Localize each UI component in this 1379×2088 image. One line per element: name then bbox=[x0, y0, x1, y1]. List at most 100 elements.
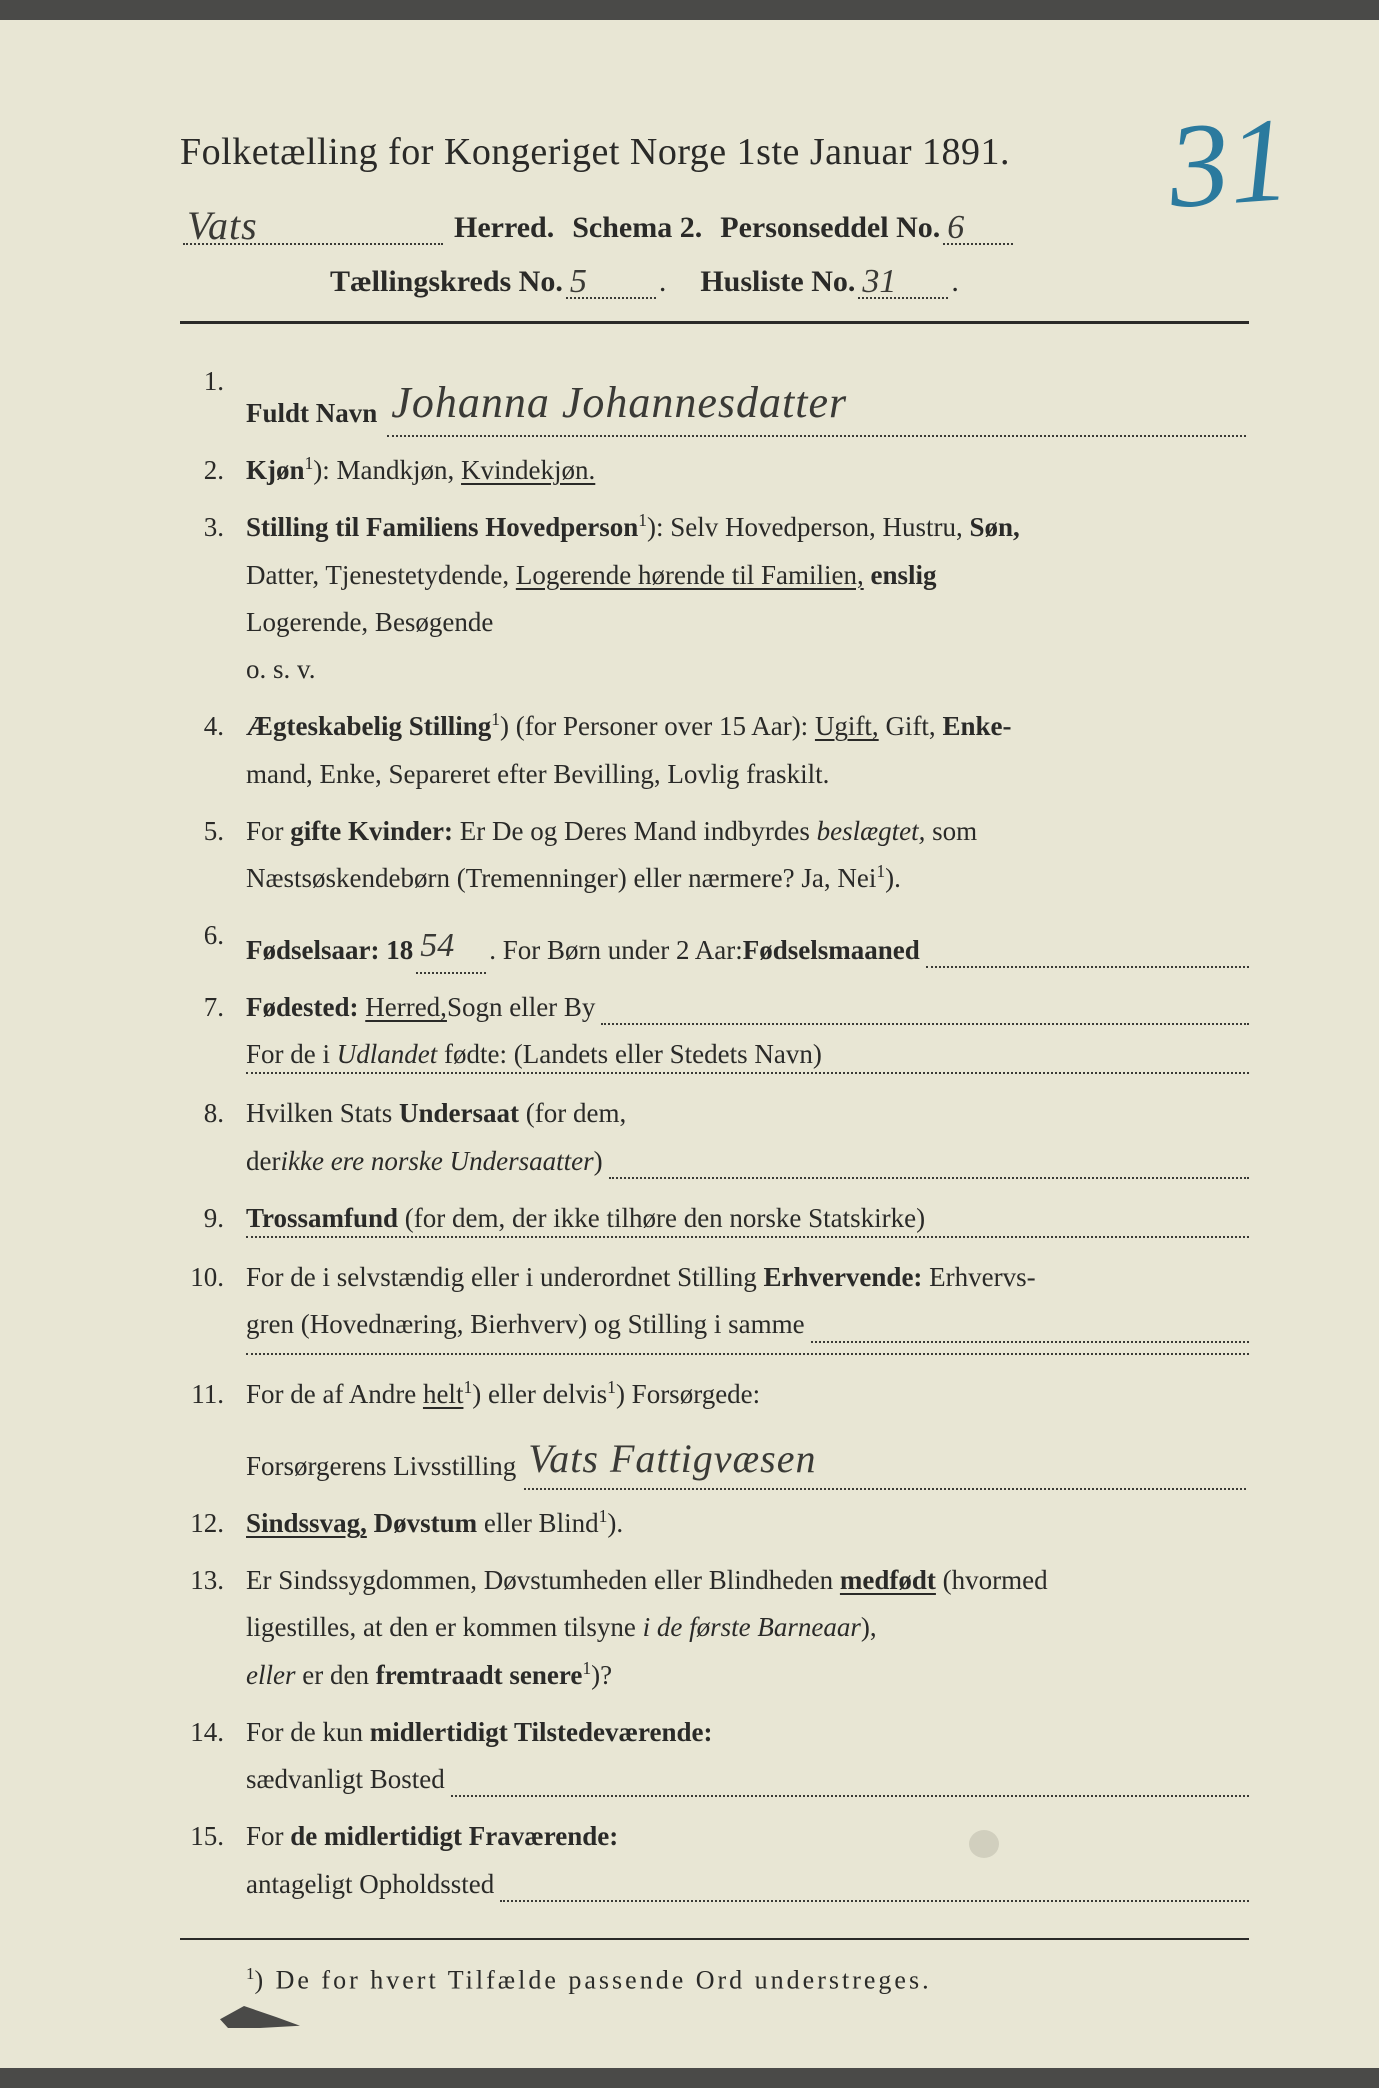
herred-value: Vats bbox=[187, 203, 258, 248]
item-15: 15. For de midlertidigt Fraværende: anta… bbox=[180, 1813, 1249, 1908]
item-13-l3b: er den bbox=[295, 1660, 375, 1690]
divider-top bbox=[180, 321, 1249, 324]
form-title: Folketælling for Kongeriget Norge 1ste J… bbox=[180, 130, 1249, 174]
item-8: 8. Hvilken Stats Undersaat (for dem, der… bbox=[180, 1090, 1249, 1185]
item-4-num: 4. bbox=[180, 703, 246, 798]
item-3-line3: Logerende, Besøgende bbox=[246, 607, 493, 637]
item-2-num: 2. bbox=[180, 447, 246, 494]
item-7: 7. Fødested: Herred, Sogn eller By For d… bbox=[180, 984, 1249, 1081]
item-14-num: 14. bbox=[180, 1709, 246, 1804]
item-11-value: Vats Fattigvæsen bbox=[528, 1436, 816, 1481]
item-5-lead: For bbox=[246, 816, 290, 846]
page-annotation-number: 31 bbox=[1166, 111, 1292, 215]
item-7-num: 7. bbox=[180, 984, 246, 1081]
item-13-l2b: ), bbox=[861, 1612, 877, 1642]
item-2-sup: 1 bbox=[305, 453, 314, 473]
item-11-ul1: helt bbox=[423, 1379, 464, 1409]
item-3-num: 3. bbox=[180, 504, 246, 693]
personseddel-value: 6 bbox=[947, 209, 964, 246]
item-13-t1: Er Sindssygdommen, Døvstumheden eller Bl… bbox=[246, 1565, 840, 1595]
item-3-rest1: ): Selv Hovedperson, Hustru, bbox=[647, 512, 969, 542]
paper-tear bbox=[220, 2006, 300, 2028]
item-5-ital: beslægtet, bbox=[817, 816, 926, 846]
item-11-l2: Forsørgerens Livsstilling bbox=[246, 1443, 516, 1490]
item-9-rest: (for dem, der ikke tilhøre den norske St… bbox=[398, 1203, 925, 1233]
item-10: 10. For de i selvstændig eller i underor… bbox=[180, 1254, 1249, 1361]
item-13-tail: )? bbox=[591, 1660, 612, 1690]
form-items: 1. Fuldt Navn Johanna Johannesdatter 2. … bbox=[180, 358, 1249, 1908]
item-14-l2: sædvanligt Bosted bbox=[246, 1756, 445, 1803]
item-13-num: 13. bbox=[180, 1557, 246, 1699]
item-6-bold: Fødselsmaaned bbox=[743, 927, 920, 974]
item-10-b1: Erhvervende: bbox=[763, 1262, 922, 1292]
item-7-ul: Herred, bbox=[365, 984, 447, 1031]
item-6-lead: Fødselsaar: 18 bbox=[246, 927, 413, 974]
item-13-i2: i de første Barneaar bbox=[643, 1612, 861, 1642]
item-1: 1. Fuldt Navn Johanna Johannesdatter bbox=[180, 358, 1249, 437]
item-2-underlined: Kvindekjøn. bbox=[461, 455, 595, 485]
item-2-text: ): Mandkjøn, bbox=[313, 455, 461, 485]
item-12-tail: ). bbox=[607, 1508, 623, 1538]
item-13-b3: fremtraadt senere bbox=[376, 1660, 583, 1690]
herred-label: Herred. bbox=[454, 211, 554, 245]
footnote-text: ) De for hvert Tilfælde passende Ord und… bbox=[254, 1965, 931, 1994]
item-8-t1: Hvilken Stats bbox=[246, 1098, 399, 1128]
husliste-value: 31 bbox=[862, 263, 896, 300]
item-15-bold: de midlertidigt Fraværende: bbox=[290, 1821, 618, 1851]
item-5-bold1: gifte Kvinder: bbox=[290, 816, 453, 846]
item-7-line2b: fødte: (Landets eller Stedets Navn) bbox=[437, 1039, 822, 1069]
item-15-l2: antageligt Opholdssted bbox=[246, 1861, 494, 1908]
item-8-l2b: ) bbox=[594, 1138, 603, 1185]
item-1-value: Johanna Johannesdatter bbox=[391, 378, 847, 427]
header-line-3: Tællingskreds No. 5 . Husliste No. 31 . bbox=[330, 259, 1249, 299]
item-12-num: 12. bbox=[180, 1500, 246, 1547]
item-8-ital: ikke ere norske Undersaatter bbox=[280, 1138, 593, 1185]
item-8-t2: (for dem, bbox=[519, 1098, 626, 1128]
item-8-bold: Undersaat bbox=[399, 1098, 519, 1128]
item-4-rest2: Gift, bbox=[879, 711, 943, 741]
item-4-lead: Ægteskabelig Stilling bbox=[246, 711, 491, 741]
item-5-num: 5. bbox=[180, 808, 246, 903]
item-13-l2a: ligestilles, at den er kommen tilsyne bbox=[246, 1612, 643, 1642]
item-13: 13. Er Sindssygdommen, Døvstumheden elle… bbox=[180, 1557, 1249, 1699]
item-11-t1: For de af Andre bbox=[246, 1379, 423, 1409]
item-7-line2a: For de i bbox=[246, 1039, 337, 1069]
item-5-line2: Næstsøskendebørn (Tremenninger) eller næ… bbox=[246, 863, 876, 893]
item-10-l2: gren (Hovednæring, Bierhverv) og Stillin… bbox=[246, 1301, 805, 1348]
item-3-line2b: enslig bbox=[864, 560, 937, 590]
item-13-ul: medfødt bbox=[840, 1565, 936, 1595]
item-14-bold: midlertidigt Tilstedeværende: bbox=[370, 1717, 713, 1747]
item-13-t2: (hvormed bbox=[936, 1565, 1048, 1595]
item-14-t1: For de kun bbox=[246, 1717, 370, 1747]
item-13-l3a: eller bbox=[246, 1660, 295, 1690]
item-9-num: 9. bbox=[180, 1195, 246, 1244]
husliste-label: Husliste No. bbox=[700, 265, 855, 299]
item-7-ital: Udlandet bbox=[337, 1039, 438, 1069]
item-12-bold: Døvstum bbox=[367, 1508, 477, 1538]
item-1-label: Fuldt Navn bbox=[246, 390, 377, 437]
item-4: 4. Ægteskabelig Stilling1) (for Personer… bbox=[180, 703, 1249, 798]
item-6-num: 6. bbox=[180, 912, 246, 974]
item-3-sup: 1 bbox=[638, 510, 647, 530]
item-3-lead: Stilling til Familiens Hovedperson bbox=[246, 512, 638, 542]
item-11: 11. For de af Andre helt1) eller delvis1… bbox=[180, 1371, 1249, 1490]
item-10-num: 10. bbox=[180, 1254, 246, 1361]
item-12-ul: Sindssvag, bbox=[246, 1508, 367, 1538]
item-9: 9. Trossamfund (for dem, der ikke tilhør… bbox=[180, 1195, 1249, 1244]
item-13-sup: 1 bbox=[582, 1658, 591, 1678]
kreds-label: Tællingskreds No. bbox=[330, 265, 563, 299]
item-4-line2: mand, Enke, Separeret efter Bevilling, L… bbox=[246, 759, 829, 789]
item-7-bold: Fødested: bbox=[246, 984, 358, 1031]
item-11-num: 11. bbox=[180, 1371, 246, 1490]
item-3: 3. Stilling til Familiens Hovedperson1):… bbox=[180, 504, 1249, 693]
paper-smudge bbox=[969, 1830, 999, 1858]
item-12: 12. Sindssvag, Døvstum eller Blind1). bbox=[180, 1500, 1249, 1547]
item-10-t2: Erhvervs- bbox=[922, 1262, 1035, 1292]
divider-bottom bbox=[180, 1938, 1249, 1940]
item-5-rest2: som bbox=[925, 816, 977, 846]
item-4-bold: Enke- bbox=[942, 711, 1011, 741]
item-5-sup: 1 bbox=[876, 861, 885, 881]
item-3-bold1: Søn, bbox=[970, 512, 1020, 542]
item-5-rest1: Er De og Deres Mand indbyrdes bbox=[453, 816, 817, 846]
item-14: 14. For de kun midlertidigt Tilstedevære… bbox=[180, 1709, 1249, 1804]
